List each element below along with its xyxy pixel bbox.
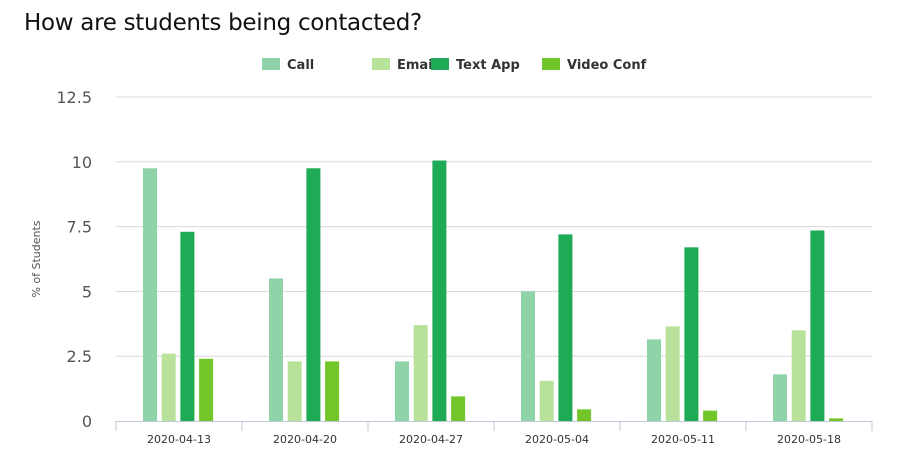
x-tick-label: 2020-04-13 [147,433,211,446]
bar-video-conf [829,418,844,421]
legend-item: Call [287,58,314,73]
legend-item: Video Conf [567,58,647,73]
bar-video-conf [325,361,340,421]
y-tick-label: 2.5 [67,347,92,366]
legend-swatch [542,58,560,70]
bar-video-conf [703,410,718,421]
y-tick-label: 0 [82,412,92,431]
bar-call [521,291,535,421]
bar-email [791,330,806,421]
bar-call [269,278,283,421]
bar-call [395,361,409,421]
bar-email [287,361,302,421]
bar-email [413,325,428,421]
bar-call [143,168,157,421]
y-tick-label: 7.5 [67,218,92,237]
x-tick-label: 2020-04-27 [399,433,463,446]
bar-email [539,380,554,421]
legend-swatch [262,58,280,70]
legend-swatch [431,58,449,70]
bar-text-app [558,234,573,421]
x-tick-label: 2020-05-11 [651,433,715,446]
bar-video-conf [451,396,466,421]
y-tick-label: 12.5 [56,88,92,107]
y-tick-label: 5 [82,282,92,301]
bar-text-app [684,247,699,421]
x-tick-label: 2020-05-18 [777,433,841,446]
x-tick-label: 2020-05-04 [525,433,589,446]
chart-title: How are students being contacted? [24,10,422,36]
legend-item: Text App [456,58,520,73]
bar-text-app [810,230,825,421]
bar-video-conf [199,358,214,421]
bar-text-app [180,231,195,421]
bar-call [773,374,787,421]
x-tick-label: 2020-04-20 [273,433,337,446]
bar-video-conf [577,409,592,421]
bar-email [665,326,680,421]
legend-item: Email [397,58,437,73]
legend-swatch [372,58,390,70]
bar-text-app [432,160,447,421]
bar-text-app [306,168,321,421]
y-axis-label: % of Students [30,220,43,297]
bar-call [647,339,661,421]
bar-email [161,353,176,421]
y-tick-label: 10 [72,153,92,172]
